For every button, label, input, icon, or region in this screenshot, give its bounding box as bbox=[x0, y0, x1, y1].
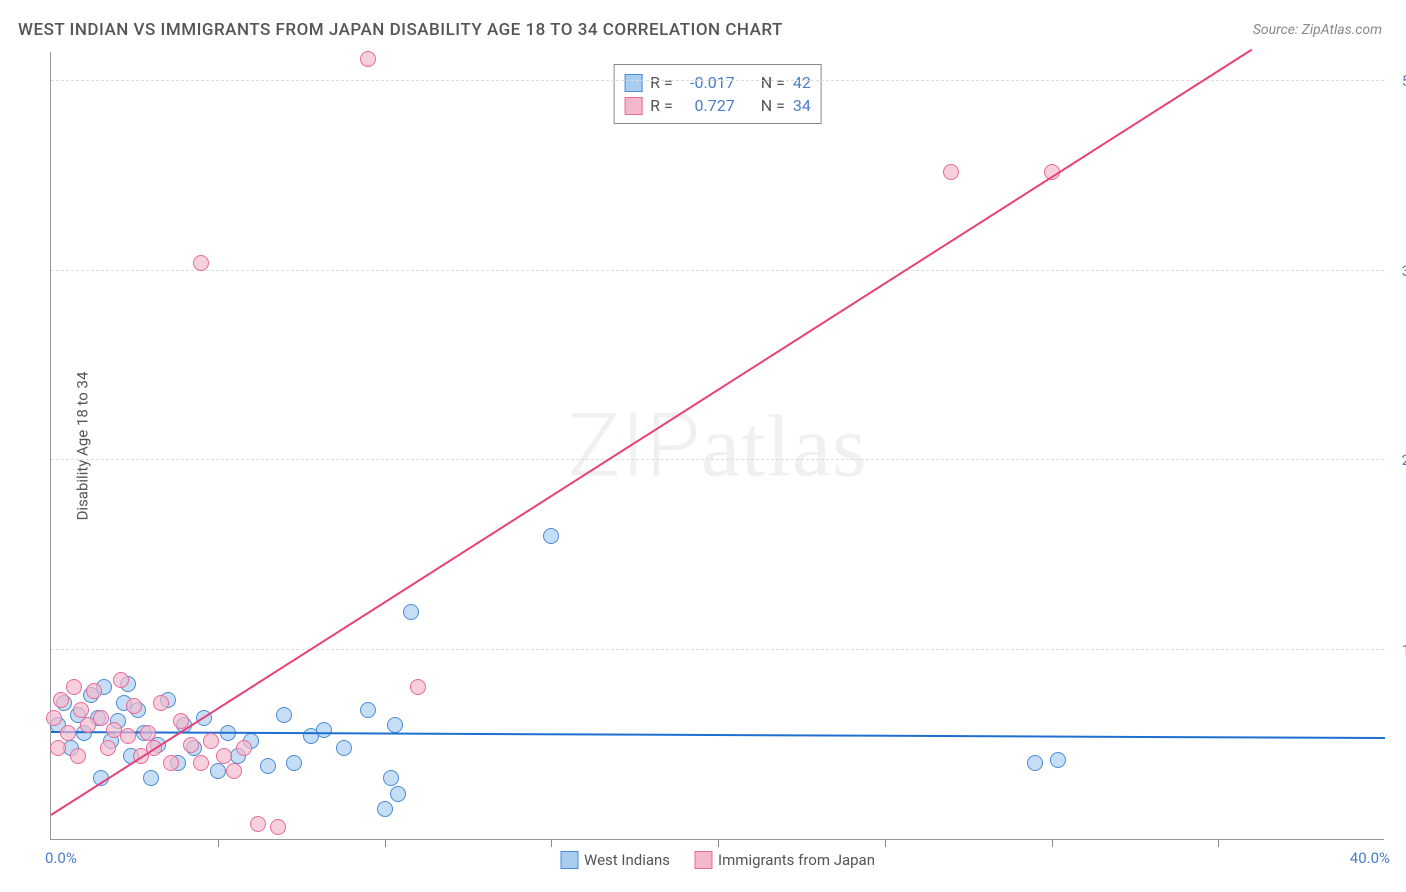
n-value: 34 bbox=[793, 96, 811, 115]
legend-swatch bbox=[560, 851, 578, 869]
scatter-point bbox=[153, 695, 169, 711]
legend-label: Immigrants from Japan bbox=[718, 851, 875, 869]
scatter-point bbox=[260, 758, 276, 774]
scatter-point bbox=[100, 740, 116, 756]
stats-legend: R = -0.017 N = 42 R = 0.727 N = 34 bbox=[613, 64, 822, 124]
scatter-point bbox=[183, 737, 199, 753]
scatter-point bbox=[377, 801, 393, 817]
plot-area: ZIPatlas R =-0.017N =42R =0.727N =34 0.0… bbox=[50, 52, 1384, 840]
scatter-point bbox=[50, 740, 66, 756]
legend-label: West Indians bbox=[584, 851, 670, 869]
chart-title: WEST INDIAN VS IMMIGRANTS FROM JAPAN DIS… bbox=[18, 20, 783, 40]
scatter-point bbox=[93, 710, 109, 726]
scatter-point bbox=[193, 255, 209, 271]
scatter-point bbox=[53, 692, 69, 708]
scatter-point bbox=[250, 816, 266, 832]
scatter-point bbox=[360, 51, 376, 67]
n-value: 42 bbox=[793, 73, 811, 92]
source-attribution: Source: ZipAtlas.com bbox=[1253, 22, 1382, 38]
x-tick bbox=[218, 839, 219, 847]
legend-swatch bbox=[624, 97, 642, 115]
x-tick bbox=[885, 839, 886, 847]
scatter-point bbox=[216, 748, 232, 764]
scatter-point bbox=[316, 722, 332, 738]
scatter-point bbox=[86, 683, 102, 699]
scatter-point bbox=[203, 733, 219, 749]
scatter-point bbox=[193, 755, 209, 771]
trend-line bbox=[50, 49, 1252, 816]
legend-item: West Indians bbox=[560, 851, 670, 869]
scatter-point bbox=[276, 707, 292, 723]
scatter-point bbox=[1050, 752, 1066, 768]
gridline bbox=[51, 459, 1384, 460]
r-value: 0.727 bbox=[681, 96, 735, 115]
scatter-point bbox=[126, 698, 142, 714]
scatter-point bbox=[73, 702, 89, 718]
n-label: N = bbox=[761, 73, 785, 92]
scatter-point bbox=[286, 755, 302, 771]
r-label: R = bbox=[650, 96, 673, 115]
x-tick bbox=[385, 839, 386, 847]
scatter-point bbox=[360, 702, 376, 718]
x-axis-end-label: 40.0% bbox=[1350, 849, 1390, 867]
watermark-atlas: atlas bbox=[701, 398, 867, 495]
scatter-point bbox=[1027, 755, 1043, 771]
scatter-point bbox=[236, 740, 252, 756]
scatter-point bbox=[113, 672, 129, 688]
stats-row: R = -0.017 N = 42 bbox=[624, 71, 811, 94]
stats-row: R = 0.727 N = 34 bbox=[624, 94, 811, 117]
scatter-point bbox=[390, 786, 406, 802]
scatter-point bbox=[410, 679, 426, 695]
y-tick-label: 37.5% bbox=[1392, 262, 1406, 280]
scatter-point bbox=[383, 770, 399, 786]
watermark-zip: ZIP bbox=[568, 394, 701, 497]
r-label: R = bbox=[650, 73, 673, 92]
scatter-point bbox=[403, 604, 419, 620]
watermark: ZIPatlas bbox=[568, 394, 868, 497]
scatter-point bbox=[120, 728, 136, 744]
gridline bbox=[51, 270, 1384, 271]
scatter-point bbox=[140, 725, 156, 741]
scatter-point bbox=[543, 528, 559, 544]
bottom-legend: West Indians Immigrants from Japan bbox=[560, 851, 875, 869]
x-tick bbox=[718, 839, 719, 847]
legend-swatch bbox=[694, 851, 712, 869]
y-tick-label: 50.0% bbox=[1392, 72, 1406, 90]
legend-item: Immigrants from Japan bbox=[694, 851, 875, 869]
n-label: N = bbox=[761, 96, 785, 115]
scatter-point bbox=[60, 725, 76, 741]
x-axis-start-label: 0.0% bbox=[45, 849, 77, 867]
scatter-point bbox=[226, 763, 242, 779]
gridline bbox=[51, 80, 1384, 81]
r-value: -0.017 bbox=[681, 73, 735, 92]
gridline bbox=[51, 649, 1384, 650]
x-tick bbox=[1218, 839, 1219, 847]
x-tick bbox=[1052, 839, 1053, 847]
scatter-point bbox=[70, 748, 86, 764]
legend-swatch bbox=[624, 74, 642, 92]
scatter-point bbox=[336, 740, 352, 756]
x-tick bbox=[551, 839, 552, 847]
scatter-point bbox=[270, 819, 286, 835]
scatter-point bbox=[943, 164, 959, 180]
scatter-point bbox=[46, 710, 62, 726]
scatter-point bbox=[387, 717, 403, 733]
scatter-point bbox=[163, 755, 179, 771]
y-tick-label: 12.5% bbox=[1392, 641, 1406, 659]
scatter-point bbox=[66, 679, 82, 695]
scatter-point bbox=[210, 763, 226, 779]
scatter-point bbox=[143, 770, 159, 786]
y-tick-label: 25.0% bbox=[1392, 451, 1406, 469]
